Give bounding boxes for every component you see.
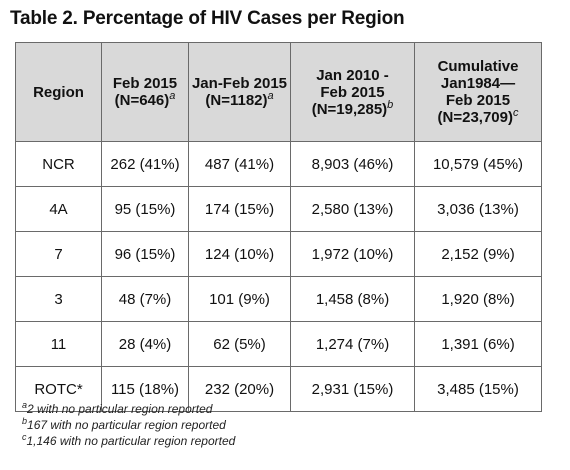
footnote: c1,146 with no particular region reporte… (22, 432, 236, 449)
table-cell: 2,580 (13%) (290, 186, 415, 232)
footnote: b167 with no particular region reported (22, 416, 226, 433)
table-cell: 1,458 (8%) (290, 276, 415, 322)
table-cell: 1,920 (8%) (414, 276, 542, 322)
table-cell: 10,579 (45%) (414, 141, 542, 187)
table-row: 7 96 (15%) 124 (10%) 1,972 (10%) 2,152 (… (15, 231, 542, 277)
hiv-cases-table: Region Feb 2015 (N=646)a Jan-Feb 2015 (N… (15, 42, 542, 412)
table-cell: 101 (9%) (188, 276, 291, 322)
table-cell: 1,972 (10%) (290, 231, 415, 277)
table-cell: 232 (20%) (188, 366, 291, 412)
table-row: NCR 262 (41%) 487 (41%) 8,903 (46%) 10,5… (15, 141, 542, 187)
region-cell: 7 (15, 231, 102, 277)
table-row: 11 28 (4%) 62 (5%) 1,274 (7%) 1,391 (6%) (15, 321, 542, 367)
footnotes: a2 with no particular region reported b1… (22, 401, 235, 449)
region-cell: 3 (15, 276, 102, 322)
table-cell: 3,485 (15%) (414, 366, 542, 412)
table-cell: 487 (41%) (188, 141, 291, 187)
table-cell: 95 (15%) (101, 186, 189, 232)
table-cell: 3,036 (13%) (414, 186, 542, 232)
header-jan-2010-feb-2015: Jan 2010 - Feb 2015 (N=19,285)b (290, 42, 415, 142)
table-row: 3 48 (7%) 101 (9%) 1,458 (8%) 1,920 (8%) (15, 276, 542, 322)
table-cell: 62 (5%) (188, 321, 291, 367)
region-cell: 4A (15, 186, 102, 232)
header-jan-feb-2015: Jan-Feb 2015 (N=1182)a (188, 42, 291, 142)
table-cell: 8,903 (46%) (290, 141, 415, 187)
region-cell: ROTC* (15, 366, 102, 412)
table-row: 4A 95 (15%) 174 (15%) 2,580 (13%) 3,036 … (15, 186, 542, 232)
table-cell: 124 (10%) (188, 231, 291, 277)
table-cell: 48 (7%) (101, 276, 189, 322)
table-cell: 1,391 (6%) (414, 321, 542, 367)
table-cell: 2,152 (9%) (414, 231, 542, 277)
table-cell: 1,274 (7%) (290, 321, 415, 367)
region-cell: 11 (15, 321, 102, 367)
header-row: Region Feb 2015 (N=646)a Jan-Feb 2015 (N… (15, 42, 542, 142)
table-cell: 28 (4%) (101, 321, 189, 367)
table-title: Table 2. Percentage of HIV Cases per Reg… (10, 8, 405, 29)
header-region: Region (15, 42, 102, 142)
table-cell: 174 (15%) (188, 186, 291, 232)
table-cell: 96 (15%) (101, 231, 189, 277)
table-cell: 2,931 (15%) (290, 366, 415, 412)
header-feb-2015: Feb 2015 (N=646)a (101, 42, 189, 142)
table-cell: 262 (41%) (101, 141, 189, 187)
header-cumulative: Cumulative Jan1984— Feb 2015 (N=23,709)c (414, 42, 542, 142)
footnote: a2 with no particular region reported (22, 400, 213, 417)
region-cell: NCR (15, 141, 102, 187)
table-row: ROTC* 115 (18%) 232 (20%) 2,931 (15%) 3,… (15, 366, 542, 412)
